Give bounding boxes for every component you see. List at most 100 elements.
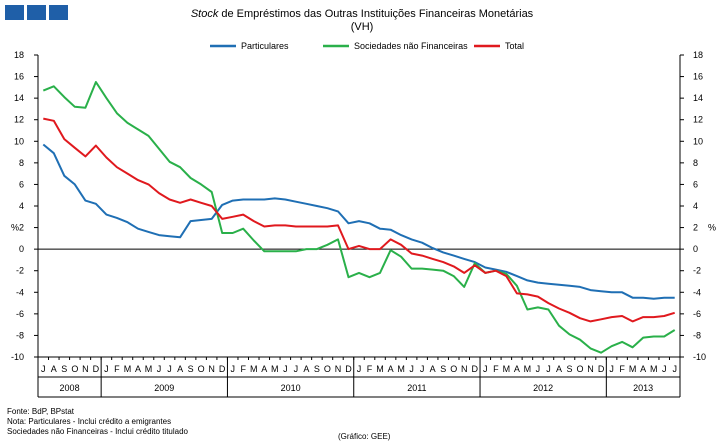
y-tick-label-right: 6 (693, 179, 698, 189)
x-month-label: A (51, 364, 57, 374)
x-year-label: 2013 (633, 383, 653, 393)
logo-block-3 (49, 5, 68, 20)
x-month-label: M (397, 364, 405, 374)
x-month-label: F (114, 364, 120, 374)
x-month-label: M (503, 364, 511, 374)
x-month-label: J (167, 364, 172, 374)
x-month-label: N (208, 364, 215, 374)
y-tick-label-right: -4 (693, 287, 701, 297)
x-month-label: A (135, 364, 141, 374)
y-tick-label-right: -10 (693, 352, 706, 362)
y-tick-label-left: -4 (16, 287, 24, 297)
x-year-label: 2009 (154, 383, 174, 393)
x-month-label: N (461, 364, 468, 374)
x-month-label: S (566, 364, 572, 374)
x-month-label: M (524, 364, 532, 374)
chart-axes: -10 -10 -8 -8 -6 -6 -4 -4 -2 -2 0 0 2 2 4 4 6 6 8 8 10 10 12 12… (11, 50, 716, 398)
y-tick-label-left: 6 (19, 179, 24, 189)
x-month-label: D (93, 364, 100, 374)
line-chart: Particulares Sociedades não Financeiras To… (11, 41, 716, 398)
y-tick-label-right: 12 (693, 115, 703, 125)
particulares-note: Nota: Particulares - Inclui crédito a em… (7, 417, 172, 426)
y-tick-label-left: 18 (14, 50, 24, 60)
series-line-sociedades-nao-financeiras (42, 81, 676, 354)
sociedades-note: Sociedades não Financeiras - Inclui créd… (7, 427, 188, 436)
x-month-label: D (345, 364, 352, 374)
x-month-label: D (598, 364, 605, 374)
series-line-particulares (42, 143, 675, 300)
chart-subtitle: (VH) (350, 21, 374, 33)
x-month-label: J (420, 364, 425, 374)
x-month-label: J (357, 364, 362, 374)
chart-title-italic: Stock (190, 8, 219, 20)
series-line-total (43, 117, 675, 323)
x-month-label: S (314, 364, 320, 374)
y-tick-label-right: -6 (693, 309, 701, 319)
x-month-label: J (672, 364, 677, 374)
x-month-label: M (124, 364, 132, 374)
x-month-label: N (587, 364, 594, 374)
x-month-label: O (71, 364, 78, 374)
gee-logo (5, 5, 68, 20)
legend-label: Particulares (241, 41, 289, 51)
x-month-label: F (619, 364, 625, 374)
legend-label: Total (505, 41, 524, 51)
y-tick-label-right: -8 (693, 330, 701, 340)
x-month-label: J (662, 364, 667, 374)
x-month-label: A (261, 364, 267, 374)
y-tick-label-right: 4 (693, 201, 698, 211)
y-tick-label-left: 8 (19, 158, 24, 168)
x-month-label: D (472, 364, 479, 374)
y-tick-label-left: -8 (16, 330, 24, 340)
x-month-label: J (546, 364, 551, 374)
y-tick-label-right: -2 (693, 266, 701, 276)
x-month-label: J (157, 364, 162, 374)
x-month-label: N (335, 364, 342, 374)
x-month-label: S (440, 364, 446, 374)
x-month-label: M (250, 364, 258, 374)
chart-title-rest: de Empréstimos das Outras Instituições F… (218, 8, 534, 20)
y-tick-label-left: 0 (19, 244, 24, 254)
legend-label: Sociedades não Financeiras (354, 41, 468, 51)
x-month-label: J (230, 364, 235, 374)
chart-legend: Particulares Sociedades não Financeiras To… (210, 41, 524, 51)
y-tick-label-left: 2 (19, 223, 24, 233)
x-month-label: O (450, 364, 457, 374)
y-tick-label-left: 16 (14, 72, 24, 82)
x-year-label: 2008 (60, 383, 80, 393)
x-month-label: S (61, 364, 67, 374)
x-month-label: J (536, 364, 541, 374)
y-tick-label-right: 16 (693, 72, 703, 82)
y-tick-label-left: -10 (11, 352, 24, 362)
y-tick-label-right: 8 (693, 158, 698, 168)
x-month-label: A (177, 364, 183, 374)
y-tick-label-right: 14 (693, 93, 703, 103)
x-month-label: M (376, 364, 384, 374)
y-tick-label-left: -2 (16, 266, 24, 276)
x-month-label: J (409, 364, 414, 374)
x-month-label: M (145, 364, 153, 374)
logo-block-1 (5, 5, 24, 20)
y-tick-label-right: 18 (693, 50, 703, 60)
y-tick-label-left: 10 (14, 136, 24, 146)
x-month-label: D (219, 364, 226, 374)
x-month-label: M (650, 364, 658, 374)
x-year-label: 2010 (281, 383, 301, 393)
x-month-label: O (577, 364, 584, 374)
x-month-label: N (82, 364, 89, 374)
y-tick-label-left: 14 (14, 93, 24, 103)
x-month-label: A (640, 364, 646, 374)
x-month-label: F (367, 364, 373, 374)
y-axis-label-left: % (11, 223, 19, 233)
logo-block-2 (27, 5, 46, 20)
x-month-label: F (240, 364, 246, 374)
x-month-label: O (198, 364, 205, 374)
y-axis-label-right: % (708, 223, 716, 233)
x-month-label: J (41, 364, 46, 374)
chart-series (42, 81, 676, 354)
y-tick-label-right: 2 (693, 223, 698, 233)
x-month-label: J (104, 364, 109, 374)
x-year-label: 2011 (407, 383, 426, 393)
x-month-label: J (483, 364, 488, 374)
x-month-label: J (294, 364, 299, 374)
